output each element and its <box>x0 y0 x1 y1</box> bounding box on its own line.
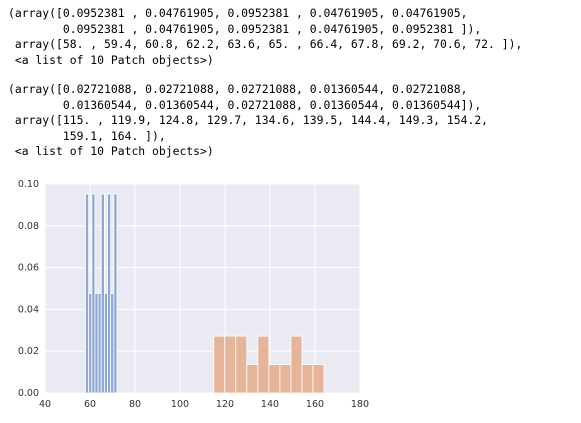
histogram-bar <box>224 335 237 394</box>
histogram-bar <box>107 193 112 394</box>
histogram-bar <box>246 364 259 394</box>
histogram-bar <box>312 364 325 394</box>
output-line: array([58. , 59.4, 60.8, 62.2, 63.6, 65.… <box>8 37 523 51</box>
histogram-bar <box>94 293 99 394</box>
output-line: 0.01360544, 0.01360544, 0.02721088, 0.01… <box>8 97 482 112</box>
histogram-bar <box>100 193 105 394</box>
output-line: 0.0952381 , 0.04761905, 0.0952381 , 0.04… <box>8 21 482 36</box>
x-tick-label: 160 <box>306 399 324 410</box>
x-tick-label: 40 <box>39 399 51 410</box>
histogram-bar <box>213 335 226 394</box>
histogram-bar <box>88 293 93 394</box>
output-line: <a list of 10 Patch objects>) <box>8 144 214 158</box>
histogram-bar <box>279 364 292 394</box>
histogram-bar <box>97 293 102 394</box>
y-tick-label: 0.00 <box>18 388 39 399</box>
output-line: (array([0.02721088, 0.02721088, 0.027210… <box>8 82 468 96</box>
x-tick-label: 140 <box>261 399 279 410</box>
histogram-bar <box>257 335 270 394</box>
histogram-bar <box>113 193 118 394</box>
histogram-chart: 40 60 80 100 120 140 160 180 0.000.020.040.060.… <box>18 179 369 410</box>
cell-output-1: (array([0.0952381 , 0.04761905, 0.095238… <box>8 6 522 68</box>
histogram-bar <box>91 193 96 394</box>
output-line: <a list of 10 Patch objects>) <box>8 52 214 67</box>
histogram-bar <box>110 293 115 394</box>
histogram-bar <box>301 364 314 394</box>
histogram-bar <box>290 335 303 394</box>
output-line: 159.1, 164. ]), <box>8 128 166 143</box>
histogram-bars <box>85 193 325 394</box>
y-tick-label: 0.06 <box>18 263 39 274</box>
histogram-bar <box>104 293 108 394</box>
output-line: array([115. , 119.9, 124.8, 129.7, 134.6… <box>8 113 489 127</box>
histogram-bar <box>268 364 281 394</box>
output-line: (array([0.0952381 , 0.04761905, 0.095238… <box>8 6 468 20</box>
y-tick-label: 0.04 <box>18 304 39 315</box>
x-axis-ticks: 40 60 80 100 120 140 160 180 <box>39 399 369 410</box>
x-tick-label: 180 <box>351 399 369 410</box>
x-tick-label: 60 <box>84 399 96 410</box>
cell-output-2: (array([0.02721088, 0.02721088, 0.027210… <box>8 82 488 160</box>
y-tick-label: 0.10 <box>18 179 39 190</box>
x-tick-label: 120 <box>216 399 234 410</box>
histogram-bar <box>85 193 90 394</box>
x-tick-label: 100 <box>171 399 189 410</box>
y-tick-label: 0.08 <box>18 221 39 232</box>
y-tick-label: 0.02 <box>18 346 39 357</box>
y-axis-ticks: 0.00 0.02 0.04 0.06 0.08 0.10 <box>18 179 39 399</box>
histogram-bar <box>235 335 248 394</box>
x-tick-label: 80 <box>129 399 141 410</box>
